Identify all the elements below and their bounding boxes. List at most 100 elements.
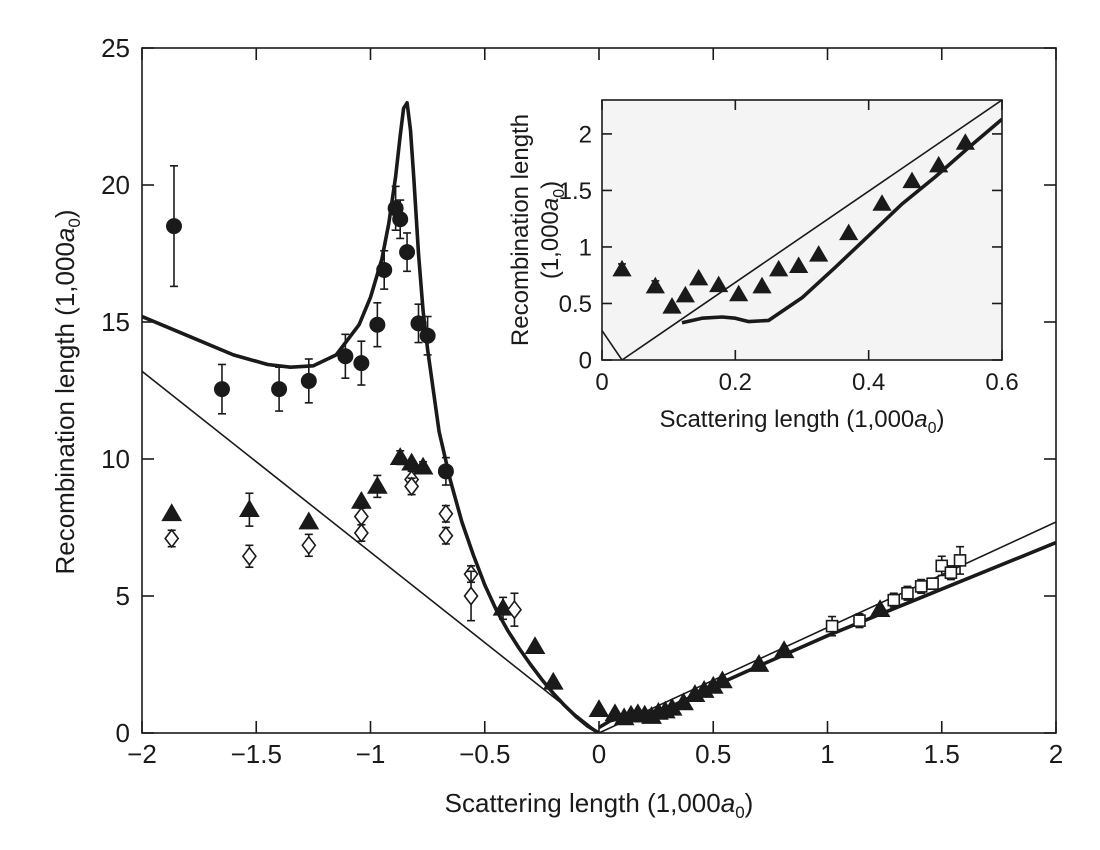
main-y-tick-label: 15 [101,307,130,337]
inset-y-axis-label-line1: Recombination length [507,114,534,346]
main-point-triangle-filled [773,640,795,659]
main-point-circle-filled [410,315,427,332]
main-point-square-open [825,619,839,633]
inset-x-tick-label: 0.6 [985,369,1018,396]
main-point-diamond-open [353,523,369,543]
main-y-tick-label: 10 [101,444,130,474]
inset-data-points [612,133,975,314]
main-point-square-open [914,580,928,593]
inset-y-tick-label: 1 [579,234,592,261]
inset-plot-frame [601,99,1003,361]
main-point-circle-filled [419,327,436,344]
main-point-circle-filled [369,316,386,333]
main-point-diamond-open [404,476,420,497]
main-point-circle-filled [213,381,230,398]
main-point-square-open [944,566,958,580]
inset-y-tick-label: 1.5 [559,178,592,205]
main-point-triangle-filled [389,447,411,465]
main-point-circle-filled [376,261,393,278]
main-x-axis-label: Scattering length (1,000a0) [445,788,754,822]
main-point-triangle-filled [412,456,434,475]
inset-point-triangle-filled [709,275,729,293]
main-point-triangle-filled [542,671,564,690]
main-point-square-open [953,554,967,567]
main-point-circle-filled [271,381,288,398]
inset-y-axis-label: Recombination length (1,000a0) [507,114,568,346]
main-point-diamond-open [301,535,317,556]
inset-point-triangle-filled [689,268,709,286]
inset-point-triangle-filled [872,194,892,211]
main-x-tick-label: −0.5 [459,739,510,769]
main-x-tick-label: 2 [1049,739,1063,769]
main-y-tick-label: 0 [116,718,130,748]
main-point-diamond-open [164,528,180,549]
main-y-tick-label: 20 [101,170,130,200]
inset-plot: 0 0.2 0.4 0.6 0 0.5 1 1.5 2 Scattering length (1… [507,99,1019,437]
inset-x-tick-label: 0.4 [852,369,885,396]
inset-curve-thin-0 [602,100,1002,360]
main-x-tick-label: 0.5 [695,739,731,769]
inset-background [602,100,1002,360]
inset-y-tick-label: 0 [579,347,592,374]
inset-point-triangle-filled [902,171,922,189]
main-point-diamond-open [506,599,522,620]
inset-x-tick-label: 0 [595,369,608,396]
main-point-square-open [853,614,866,627]
inset-theory-curves [602,100,1002,360]
inset-point-triangle-filled [675,285,695,303]
inset-point-triangle-filled [729,284,749,302]
main-point-circle-filled [165,218,182,235]
inset-point-triangle-filled [612,259,632,277]
inset-point-triangle-filled [929,155,949,173]
inset-point-triangle-filled [955,133,975,150]
main-point-circle-filled [300,372,317,389]
main-data-points [161,165,967,726]
main-point-triangle-filled [492,597,514,616]
inset-point-triangle-filled [769,259,789,277]
main-point-triangle-filled [712,670,733,689]
inset-y-tick-label: 0.5 [559,291,592,318]
inset-point-triangle-filled [839,223,859,241]
inset-point-triangle-filled [789,256,809,273]
inset-axes: 0 0.2 0.4 0.6 0 0.5 1 1.5 2 [559,100,1019,396]
main-point-triangle-filled [869,599,891,618]
main-x-tick-label: 1 [820,739,834,769]
main-point-square-open [926,577,939,590]
main-point-triangle-filled [524,636,546,655]
inset-curve-thick-1 [681,117,1002,325]
main-y-tick-label: 5 [116,581,130,611]
main-point-circle-filled [353,355,370,372]
main-x-tick-label: 0 [592,739,606,769]
main-point-diamond-open [438,503,454,524]
inset-y-axis-label-line2: (1,000a0) [537,181,568,279]
main-point-circle-filled [399,244,416,261]
main-point-triangle-filled [239,499,260,518]
main-point-triangle-filled [366,475,388,494]
inset-point-triangle-filled [809,245,829,262]
main-y-tick-label: 25 [101,33,130,63]
main-x-tick-label: −1 [356,739,386,769]
main-point-diamond-open [463,586,479,606]
main-point-diamond-open [438,525,454,546]
main-point-triangle-filled [161,503,183,522]
main-point-circle-filled [392,211,409,228]
inset-point-triangle-filled [752,276,772,294]
main-point-square-open [901,586,914,600]
inset-point-triangle-filled [645,276,665,294]
inset-y-tick-label: 2 [579,121,592,148]
main-point-diamond-open [241,546,257,567]
main-point-square-open [887,593,901,607]
main-y-axis-label: Recombination length (1,000a0) [50,209,84,574]
main-x-tick-label: −2 [127,739,157,769]
inset-x-axis-label: Scattering length (1,000a0) [659,406,944,437]
main-x-tick-label: −1.5 [231,739,282,769]
main-point-circle-filled [437,463,454,480]
main-point-circle-filled [337,348,354,365]
main-point-triangle-filled [748,654,770,672]
main-point-triangle-filled [588,699,610,718]
main-x-tick-label: 1.5 [924,739,960,769]
inset-point-triangle-filled [662,297,682,314]
